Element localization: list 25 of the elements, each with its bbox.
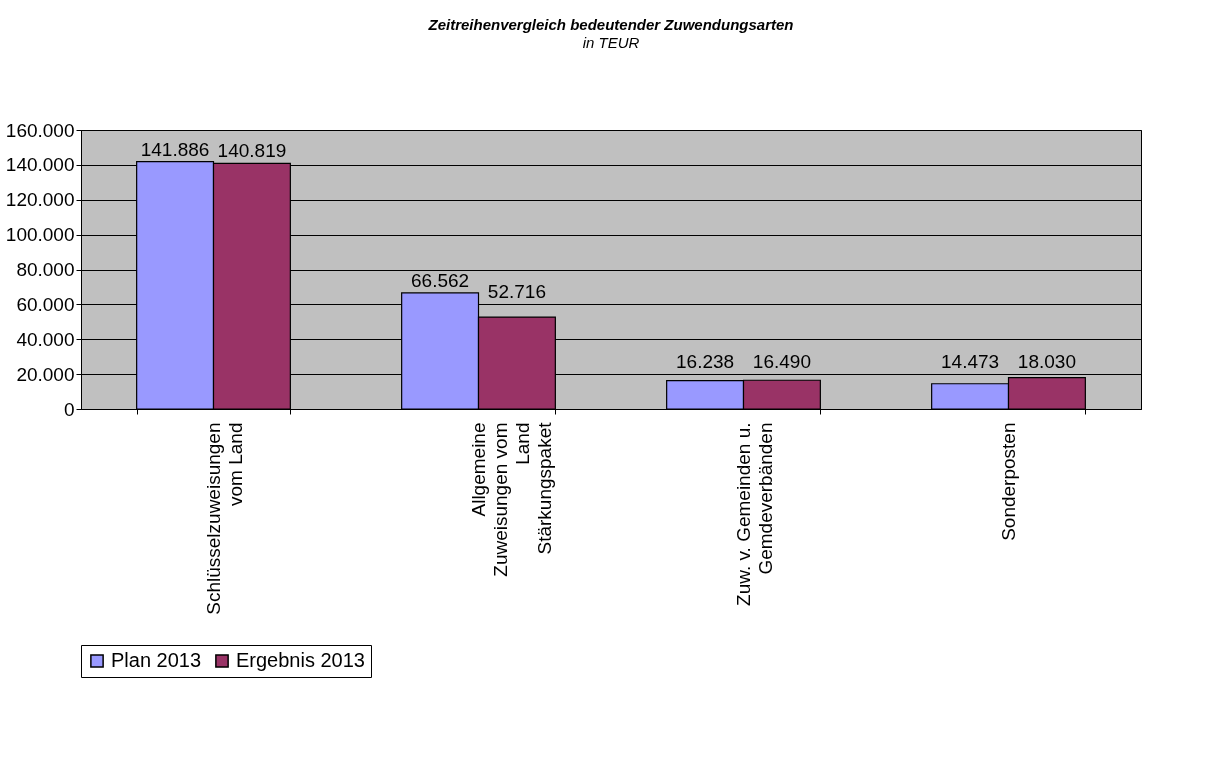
- x-tick-label: Schlüsselzuweisungen vom Land: [203, 422, 246, 615]
- data-label: 141.886: [140, 138, 210, 160]
- y-tick-label: 160.000: [5, 119, 75, 141]
- y-tick-label: 120.000: [5, 189, 75, 211]
- y-tick-label: 60.000: [16, 293, 75, 315]
- y-tick-label: 0: [63, 398, 75, 420]
- data-label: 140.819: [217, 140, 287, 162]
- data-label: 18.030: [1017, 351, 1076, 373]
- legend-label: Ergebnis 2013: [236, 649, 365, 671]
- y-tick-label: 100.000: [5, 224, 75, 246]
- data-label: 16.490: [752, 351, 811, 373]
- data-label: 16.238: [676, 351, 735, 373]
- data-label: 52.716: [487, 281, 546, 303]
- x-tick-label: Zuw. v. Gemeinden u. Gemdeverbänden: [733, 422, 776, 606]
- data-label: 66.562: [411, 269, 470, 291]
- y-tick-label: 140.000: [5, 154, 75, 176]
- y-tick-label: 80.000: [16, 259, 75, 280]
- chart-subtitle: in TEUR: [582, 34, 640, 51]
- x-tick-label: Allgemeine Zuweisungen vom Land Stärkungspaket: [468, 421, 555, 577]
- x-tick-label: Sonderposten: [998, 422, 1019, 541]
- data-label: 14.473: [941, 351, 1000, 373]
- y-tick-label: 40.000: [16, 328, 75, 350]
- chart-title: Zeitreihenvergleich bedeutender Zuwendungsarten: [427, 16, 794, 33]
- legend-label: Plan 2013: [111, 649, 202, 671]
- y-tick-label: 20.000: [16, 363, 75, 385]
